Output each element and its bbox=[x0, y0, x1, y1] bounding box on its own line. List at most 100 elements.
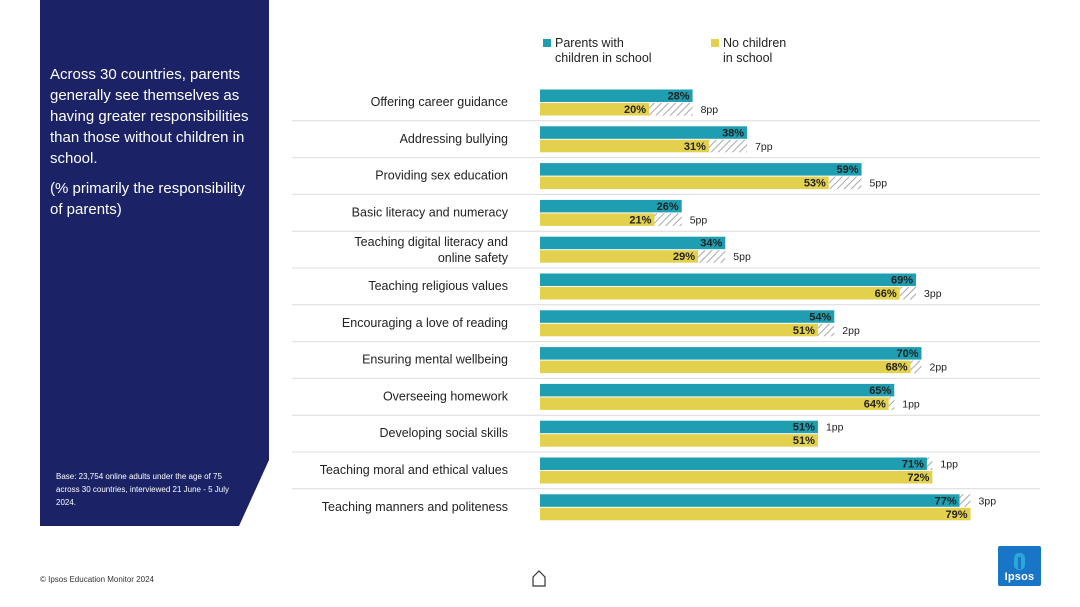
gap-label: 3pp bbox=[979, 495, 997, 507]
gap-hatch bbox=[654, 213, 682, 226]
data-label-no-children: 68% bbox=[886, 362, 908, 374]
data-label-parents: 54% bbox=[809, 311, 831, 323]
bar-no-children bbox=[540, 250, 699, 263]
headline: Across 30 countries, parents generally s… bbox=[50, 66, 249, 167]
gap-label: 2pp bbox=[930, 362, 948, 374]
sidebar-panel: Across 30 countries, parents generally s… bbox=[40, 0, 269, 526]
gap-label: 5pp bbox=[870, 178, 888, 190]
bar-parents bbox=[540, 236, 726, 250]
gap-label: 1pp bbox=[940, 459, 958, 471]
gap-hatch bbox=[910, 360, 922, 374]
category-label: Teaching religious values bbox=[368, 279, 508, 293]
data-label-parents: 51% bbox=[793, 422, 815, 434]
legend-swatch-no-children bbox=[711, 39, 719, 47]
category-label: Basic literacy and numeracy bbox=[352, 205, 509, 219]
gap-hatch bbox=[708, 139, 748, 153]
data-label-no-children: 72% bbox=[907, 472, 929, 484]
gap-hatch bbox=[698, 250, 726, 263]
data-label-parents: 59% bbox=[837, 164, 859, 176]
category-label: Developing social skills bbox=[379, 426, 508, 440]
bar-no-children bbox=[540, 507, 971, 521]
category-label: Teaching digital literacy and bbox=[354, 235, 508, 249]
category-label: Teaching moral and ethical values bbox=[320, 463, 508, 477]
subheadline: (% primarily the responsibility of paren… bbox=[50, 180, 246, 218]
legend-label-no-children: No children in school bbox=[723, 36, 863, 66]
category-label: Providing sex education bbox=[375, 169, 508, 183]
data-label-parents: 34% bbox=[700, 238, 722, 250]
gap-label: 2pp bbox=[842, 325, 860, 337]
data-label-parents: 38% bbox=[722, 127, 744, 139]
data-label-no-children: 31% bbox=[684, 141, 706, 153]
legend-parents-line1: Parents with bbox=[555, 36, 624, 50]
gap-hatch bbox=[817, 323, 835, 337]
data-label-no-children: 51% bbox=[793, 325, 815, 337]
data-label-parents: 69% bbox=[891, 275, 913, 287]
bar-parents bbox=[540, 347, 922, 360]
gap-label: 3pp bbox=[924, 288, 942, 300]
gap-label: 7pp bbox=[755, 141, 773, 153]
legend-label-parents: Parents with children in school bbox=[555, 36, 695, 66]
gap-hatch bbox=[649, 103, 693, 116]
gap-hatch bbox=[899, 287, 917, 300]
data-label-no-children: 20% bbox=[624, 104, 646, 116]
ipsos-logo: Ipsos bbox=[998, 546, 1041, 586]
gap-hatch bbox=[888, 397, 895, 410]
data-label-parents: 26% bbox=[657, 201, 679, 213]
data-label-no-children: 29% bbox=[673, 251, 695, 263]
category-label: Teaching manners and politeness bbox=[322, 500, 508, 514]
data-label-no-children: 21% bbox=[629, 214, 651, 226]
data-label-no-children: 79% bbox=[946, 509, 968, 521]
bar-no-children bbox=[540, 176, 829, 190]
bar-parents bbox=[540, 163, 862, 176]
bar-no-children bbox=[540, 287, 900, 300]
ipsos-logo-text: Ipsos bbox=[1004, 571, 1035, 583]
base-note: Base: 23,754 online adults under the age… bbox=[56, 472, 229, 507]
data-label-parents: 71% bbox=[902, 459, 924, 471]
ipsos-logo-mark-icon bbox=[1014, 553, 1025, 570]
data-label-parents: 28% bbox=[668, 91, 690, 103]
gap-hatch bbox=[828, 176, 862, 190]
gap-label: 5pp bbox=[733, 251, 751, 263]
bar-no-children bbox=[540, 213, 655, 226]
category-label: Addressing bullying bbox=[400, 132, 508, 146]
bar-no-children bbox=[540, 103, 649, 116]
gap-label: 8pp bbox=[701, 104, 719, 116]
bar-parents bbox=[540, 383, 895, 397]
bar-parents bbox=[540, 199, 682, 213]
bar-parents bbox=[540, 89, 693, 102]
bar-parents bbox=[540, 273, 917, 286]
bar-no-children bbox=[540, 434, 818, 447]
data-label-no-children: 66% bbox=[875, 288, 897, 300]
gap-label: 1pp bbox=[902, 398, 920, 410]
legend-parents-line2: children in school bbox=[555, 51, 652, 65]
bar-no-children bbox=[540, 360, 911, 374]
bar-no-children bbox=[540, 323, 818, 337]
bar-parents bbox=[540, 420, 818, 434]
category-label: Offering career guidance bbox=[371, 95, 508, 109]
legend-swatch-parents bbox=[543, 39, 551, 47]
category-label: online safety bbox=[438, 251, 509, 265]
home-icon[interactable] bbox=[531, 569, 547, 587]
data-label-no-children: 64% bbox=[864, 398, 886, 410]
gap-label: 1pp bbox=[826, 422, 844, 434]
bar-no-children bbox=[540, 471, 933, 484]
data-label-parents: 77% bbox=[935, 495, 957, 507]
category-label: Ensuring mental wellbeing bbox=[362, 353, 508, 367]
bar-parents bbox=[540, 457, 927, 470]
gap-hatch bbox=[926, 457, 933, 470]
bar-parents bbox=[540, 310, 835, 323]
legend-no-children-line2: in school bbox=[723, 51, 773, 65]
data-label-parents: 70% bbox=[896, 348, 918, 360]
bar-no-children bbox=[540, 139, 709, 153]
category-label: Encouraging a love of reading bbox=[342, 316, 508, 330]
bar-parents bbox=[540, 126, 748, 139]
data-label-no-children: 53% bbox=[804, 178, 826, 190]
footer-copyright: © Ipsos Education Monitor 2024 bbox=[40, 575, 154, 584]
bar-parents bbox=[540, 494, 960, 507]
data-label-parents: 65% bbox=[869, 385, 891, 397]
bar-no-children bbox=[540, 397, 889, 410]
category-label: Overseeing homework bbox=[383, 389, 509, 403]
gap-label: 5pp bbox=[690, 214, 708, 226]
legend-no-children-line1: No children bbox=[723, 36, 787, 50]
